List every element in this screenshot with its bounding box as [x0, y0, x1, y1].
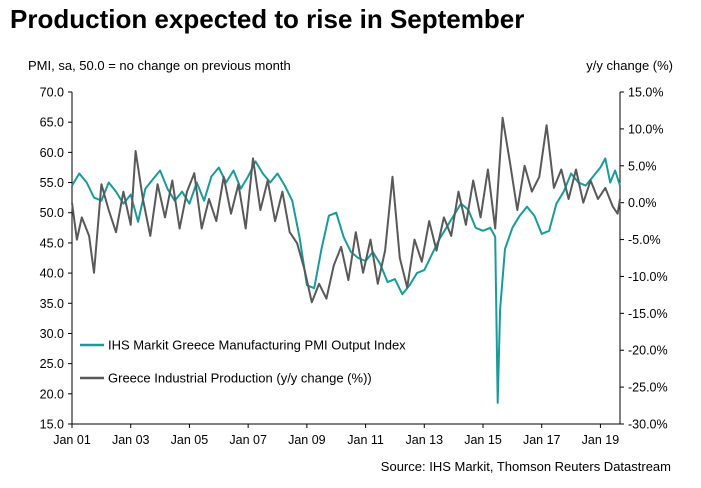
left-tick-label: 20.0 — [40, 387, 64, 401]
left-tick-label: 15.0 — [40, 418, 64, 432]
left-tick-label: 45.0 — [40, 236, 64, 250]
right-tick-label: 15.0% — [628, 86, 663, 100]
right-tick-label: 5.0% — [628, 159, 657, 173]
right-tick-label: -5.0% — [628, 233, 661, 247]
x-tick-label: Jan 17 — [523, 433, 561, 447]
right-tick-label: -10.0% — [628, 270, 668, 284]
x-tick-label: Jan 05 — [171, 433, 209, 447]
source-note: Source: IHS Markit, Thomson Reuters Data… — [380, 459, 671, 474]
right-tick-label: -30.0% — [628, 418, 668, 432]
left-tick-label: 70.0 — [40, 86, 64, 100]
x-tick-label: Jan 11 — [347, 433, 384, 447]
left-tick-label: 35.0 — [40, 297, 64, 311]
pmi-series-line — [71, 157, 621, 404]
right-tick-label: -15.0% — [628, 307, 668, 321]
right-tick-label: -25.0% — [628, 381, 668, 395]
left-tick-label: 60.0 — [40, 146, 64, 160]
x-tick-label: Jan 13 — [406, 433, 444, 447]
left-tick-label: 25.0 — [40, 357, 64, 371]
left-axis-label: PMI, sa, 50.0 = no change on previous mo… — [28, 58, 291, 73]
x-tick-label: Jan 15 — [464, 433, 502, 447]
right-tick-label: 0.0% — [628, 196, 657, 210]
industrial-production-series-line — [71, 116, 621, 304]
x-tick-label: Jan 19 — [582, 433, 620, 447]
x-tick-label: Jan 09 — [288, 433, 326, 447]
left-tick-label: 30.0 — [40, 327, 64, 341]
left-tick-label: 50.0 — [40, 206, 64, 220]
x-tick-label: Jan 07 — [229, 433, 267, 447]
left-tick-label: 55.0 — [40, 176, 64, 190]
right-tick-label: -20.0% — [628, 344, 668, 358]
x-tick-label: Jan 03 — [112, 433, 150, 447]
left-tick-label: 65.0 — [40, 116, 64, 130]
x-tick-label: Jan 01 — [53, 433, 91, 447]
right-axis-label: y/y change (%) — [586, 58, 673, 73]
legend-label-pmi: IHS Markit Greece Manufacturing PMI Outp… — [108, 338, 406, 353]
left-tick-label: 40.0 — [40, 267, 64, 281]
legend-label-industrial-production: Greece Industrial Production (y/y change… — [108, 371, 372, 386]
right-tick-label: 10.0% — [628, 122, 663, 136]
chart-title: Production expected to rise in September — [10, 4, 525, 34]
